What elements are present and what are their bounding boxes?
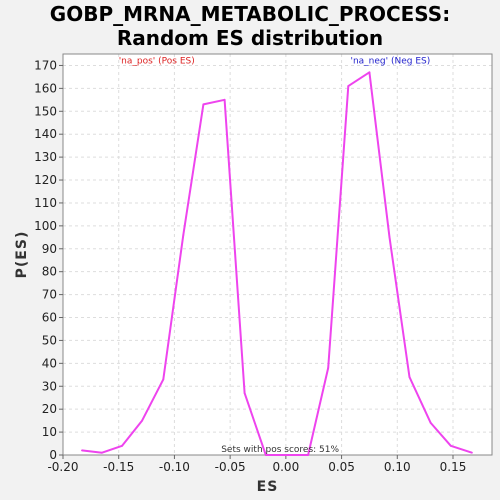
y-tick-label: 150: [34, 104, 57, 118]
data-point: [202, 103, 205, 106]
y-tick-label: 40: [42, 356, 57, 370]
x-tick-label: -0.20: [47, 460, 78, 474]
data-point: [347, 85, 350, 87]
y-tick-label: 100: [34, 219, 57, 233]
y-tick-label: 80: [42, 265, 57, 279]
y-tick-label: 70: [42, 288, 57, 302]
y-tick-label: 90: [42, 242, 57, 256]
data-point: [141, 419, 144, 422]
data-point: [264, 454, 267, 456]
data-point: [327, 367, 330, 369]
annotation: 'na_neg' (Neg ES): [350, 56, 430, 66]
data-point: [388, 236, 391, 239]
y-tick-label: 50: [42, 333, 57, 347]
data-point: [162, 378, 165, 381]
y-tick-label: 120: [34, 173, 57, 187]
x-tick-label: 0.05: [328, 460, 355, 474]
x-tick-label: 0.10: [384, 460, 411, 474]
data-point: [408, 376, 411, 378]
data-point: [368, 71, 371, 74]
x-tick-label: -0.10: [159, 460, 190, 474]
data-point: [307, 454, 310, 456]
x-tick-label: 0.15: [440, 460, 467, 474]
y-tick-label: 170: [34, 58, 57, 72]
x-tick-label: -0.15: [103, 460, 134, 474]
y-axis-label: P(ES): [14, 231, 30, 279]
data-point: [223, 98, 226, 101]
data-point: [182, 234, 185, 236]
x-tick-label: -0.05: [215, 460, 246, 474]
y-tick-label: 20: [42, 402, 57, 416]
data-point: [121, 444, 123, 447]
data-point: [449, 444, 452, 447]
chart-subtitle: Random ES distribution: [116, 26, 384, 50]
y-tick-label: 0: [49, 448, 57, 462]
data-point: [471, 451, 473, 454]
data-point: [101, 451, 103, 454]
y-tick-label: 130: [34, 150, 57, 164]
y-tick-label: 60: [42, 311, 57, 325]
data-point: [81, 449, 83, 452]
plot-area: [63, 54, 492, 455]
y-tick-label: 160: [34, 81, 57, 95]
y-tick-label: 140: [34, 127, 57, 141]
data-point: [243, 392, 246, 395]
chart-title: GOBP_MRNA_METABOLIC_PROCESS:: [49, 2, 451, 26]
data-point: [284, 454, 287, 456]
x-tick-label: 0.00: [272, 460, 299, 474]
y-tick-label: 30: [42, 379, 57, 393]
annotation: Sets with pos scores: 51%: [221, 445, 339, 455]
x-axis-label: ES: [257, 479, 279, 495]
y-tick-label: 110: [34, 196, 57, 210]
es-distribution-line: [81, 71, 473, 456]
data-point: [429, 422, 432, 424]
y-tick-label: 10: [42, 425, 57, 439]
annotation: 'na_pos' (Pos ES): [119, 56, 195, 66]
